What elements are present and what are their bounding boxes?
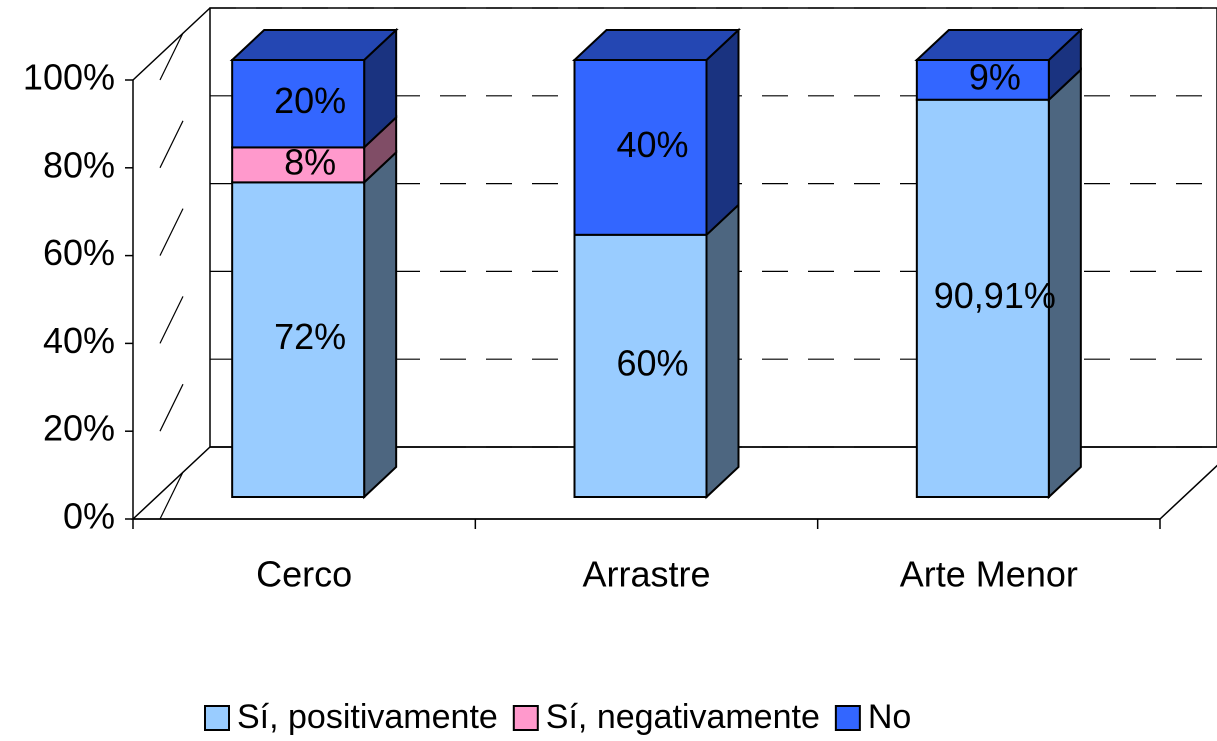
data-label: 9% <box>969 56 1021 97</box>
data-label: 90,91% <box>934 275 1056 316</box>
y-tick-label: 80% <box>43 144 115 185</box>
x-tick-label: Arte Menor <box>900 554 1078 595</box>
bar-top <box>571 29 742 61</box>
legend-swatch <box>834 705 861 731</box>
left-wall-edge <box>132 7 211 81</box>
bar-segment <box>231 146 366 184</box>
bar-segment <box>915 98 1050 498</box>
x-tick-label: Cerco <box>256 554 352 595</box>
data-label: 20% <box>274 80 346 121</box>
grid-line-side <box>159 208 184 256</box>
bar-stack: 60% 40% <box>571 27 742 500</box>
bar-segment <box>573 233 708 499</box>
legend-swatch <box>204 705 230 731</box>
y-tick-label: 20% <box>43 408 115 449</box>
bar-side <box>705 202 740 500</box>
legend: Sí, positivamente Sí, negativamente No <box>204 698 911 736</box>
bar-segment <box>231 59 366 149</box>
bar-stack: 90,91% 9% <box>914 27 1084 500</box>
grid-line-side <box>159 471 184 520</box>
bar-side <box>363 150 398 500</box>
bar-stack: 72%8%20% <box>229 27 399 500</box>
y-tick-label: 40% <box>43 320 115 361</box>
grid-line-side <box>159 32 184 81</box>
bar-segment <box>573 59 708 236</box>
data-label: 72% <box>274 316 346 357</box>
legend-label: Sí, positivamente <box>237 698 498 736</box>
data-label: 40% <box>616 124 688 165</box>
legend-label: Sí, negativamente <box>546 698 820 736</box>
y-tick-label: 100% <box>23 57 115 98</box>
x-tick-label: Arrastre <box>582 554 710 595</box>
y-tick-label: 0% <box>63 496 115 537</box>
grid-line-side <box>159 120 184 169</box>
data-label: 60% <box>616 342 688 383</box>
bar-top <box>914 29 1084 61</box>
bar-side <box>705 27 740 238</box>
legend-swatch <box>512 705 539 731</box>
bar-segment <box>231 181 366 499</box>
grid-line-side <box>159 296 184 344</box>
y-tick-label: 60% <box>43 232 115 273</box>
bar-top <box>229 29 399 61</box>
grid-line-side <box>159 383 184 432</box>
legend-label: No <box>868 698 911 736</box>
